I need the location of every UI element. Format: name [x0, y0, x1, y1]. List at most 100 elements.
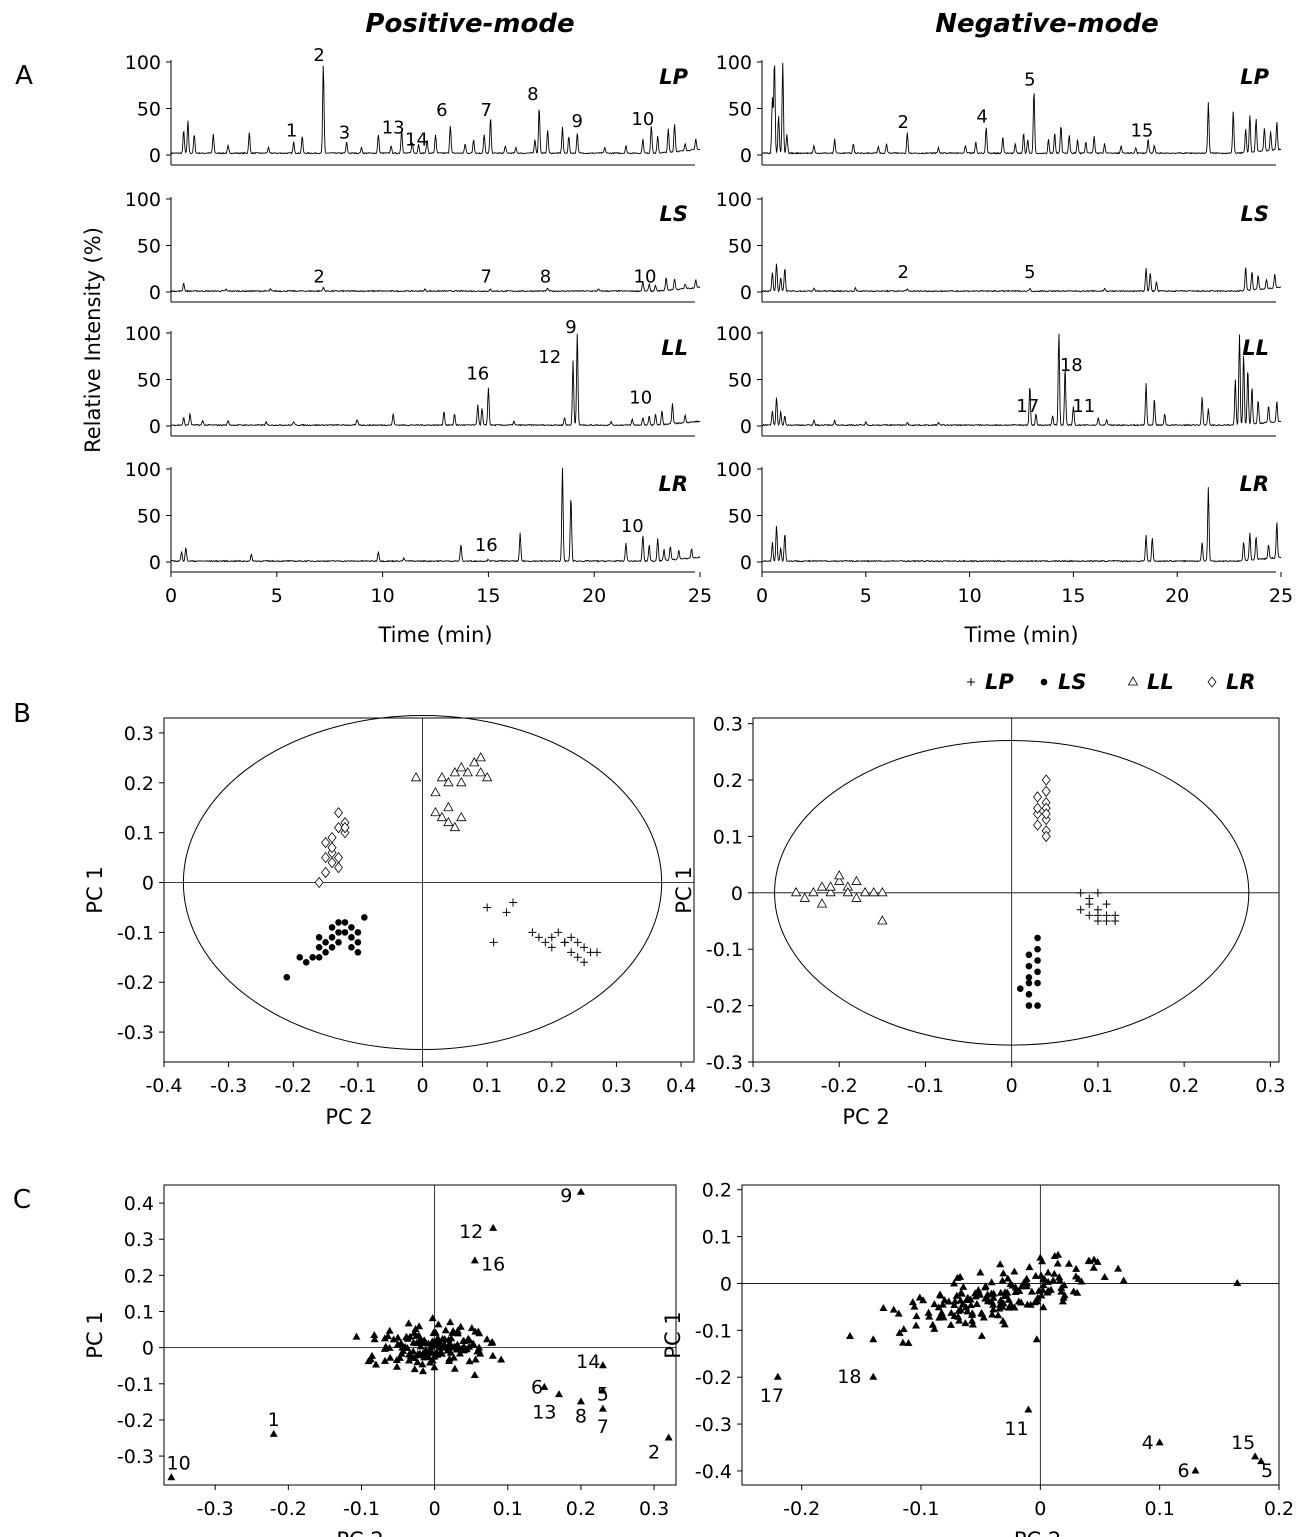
point-ll: [877, 915, 888, 925]
y-tick-label: -0.3: [117, 1446, 154, 1468]
x-tick-label: 0.3: [639, 1498, 669, 1520]
y-tick-label: 100: [716, 52, 752, 74]
chromatogram-negativemode-lr: 0 50 100 LR 0 5 10 15 20 25 Time (min): [716, 459, 1293, 647]
point-lp: [483, 903, 492, 912]
y-axis-label: PC 1: [672, 866, 696, 913]
variable-point: [972, 1300, 981, 1308]
point-ll: [481, 772, 493, 782]
variable-point: [959, 1282, 968, 1290]
variable-point: [1093, 1257, 1102, 1265]
trace-line: [761, 62, 1282, 155]
legend-marker-lp: [967, 678, 975, 686]
point-lr: [1033, 802, 1043, 814]
variable-point: [924, 1308, 933, 1316]
variable-point: [999, 1269, 1008, 1277]
point-label: 16: [481, 1254, 505, 1276]
labeled-variable-point: [1191, 1466, 1200, 1474]
variable-point: [908, 1298, 917, 1306]
variable-point: [956, 1305, 965, 1313]
point-lp: [1102, 900, 1111, 909]
point-lr: [1041, 774, 1051, 786]
variable-point: [994, 1311, 1003, 1319]
y-axis-label: PC 1: [83, 866, 107, 913]
x-tick-label: 25: [1269, 585, 1293, 607]
variable-point: [930, 1324, 939, 1332]
variable-point: [418, 1337, 427, 1345]
point-ls: [348, 924, 355, 931]
x-tick-label: 0.1: [1145, 1498, 1175, 1520]
variable-point: [1022, 1282, 1031, 1290]
point-lr: [321, 836, 331, 849]
y-tick-label: -0.1: [695, 1320, 732, 1342]
x-tick-label: 25: [688, 585, 712, 607]
variable-point: [428, 1314, 437, 1322]
variable-point: [1064, 1259, 1073, 1267]
variable-point: [998, 1276, 1007, 1284]
variable-point: [1072, 1264, 1081, 1272]
variable-point: [957, 1289, 966, 1297]
point-lr: [333, 822, 344, 834]
point-label: 6: [1177, 1460, 1189, 1482]
variable-point: [1049, 1276, 1058, 1284]
point-label: 1: [268, 1409, 280, 1431]
variable-point: [1055, 1273, 1064, 1281]
point-lp: [489, 938, 498, 947]
point-ll: [816, 898, 828, 908]
variable-point: [953, 1273, 962, 1281]
sample-label: LS: [659, 202, 688, 226]
point-ls: [1025, 1002, 1033, 1009]
peak-label: 15: [1130, 120, 1153, 141]
panel-letter-c: C: [13, 1185, 31, 1215]
point-ll: [456, 762, 467, 772]
variable-point: [899, 1325, 908, 1333]
title-positive-mode: Positive-mode: [365, 9, 574, 39]
x-axis-label: PC 2: [842, 1105, 889, 1129]
x-tick-label: 0.2: [1264, 1498, 1294, 1520]
y-tick-label: 50: [137, 236, 161, 258]
variable-point: [1039, 1303, 1048, 1311]
y-tick-label: 0: [731, 883, 743, 905]
y-tick-label: -0.3: [706, 1052, 743, 1074]
peak-label: 7: [481, 100, 492, 121]
point-ll: [410, 772, 422, 782]
point-ll: [449, 821, 461, 832]
x-tick-label: 0.2: [1169, 1075, 1199, 1097]
variable-point: [956, 1296, 965, 1304]
point-lr: [333, 807, 344, 819]
variable-point: [1054, 1250, 1063, 1258]
point-ll: [842, 887, 854, 897]
labeled-variable-point: [1024, 1405, 1033, 1413]
variable-point: [1000, 1320, 1009, 1328]
variable-point: [934, 1303, 943, 1311]
point-ls: [1025, 991, 1033, 998]
y-tick-label: 0: [740, 145, 752, 167]
x-tick-label: -0.2: [783, 1498, 820, 1520]
point-ls: [1034, 968, 1041, 976]
variable-point: [938, 1300, 947, 1308]
x-tick-label: 0.3: [601, 1075, 631, 1097]
point-label: 10: [167, 1452, 191, 1474]
y-tick-label: 0.1: [124, 823, 154, 845]
labeled-variable-point: [869, 1372, 878, 1380]
x-tick-label: 0.3: [1255, 1075, 1285, 1097]
point-lp: [528, 928, 537, 937]
point-lr: [333, 851, 344, 864]
y-tick-label: 0.2: [124, 1265, 154, 1287]
y-tick-label: 0.3: [713, 714, 743, 736]
sample-label: LR: [658, 472, 688, 496]
trace-line: [761, 333, 1282, 427]
y-tick-label: 100: [125, 459, 161, 481]
chromatogram-positivemode-ls: 0 50 100 2 7 8 10 LS: [125, 189, 701, 304]
variable-point: [912, 1321, 921, 1329]
variable-point: [1057, 1287, 1066, 1295]
point-label: 6: [531, 1376, 543, 1398]
point-ll: [825, 881, 836, 891]
variable-point: [389, 1335, 398, 1343]
y-tick-label: 0.3: [124, 1229, 154, 1251]
peak-label: 2: [313, 45, 324, 66]
x-tick-label: 0.1: [472, 1075, 502, 1097]
point-ls: [315, 944, 323, 951]
x-tick-label: 0: [165, 585, 177, 607]
variable-point: [415, 1322, 424, 1330]
point-lp: [534, 933, 543, 942]
